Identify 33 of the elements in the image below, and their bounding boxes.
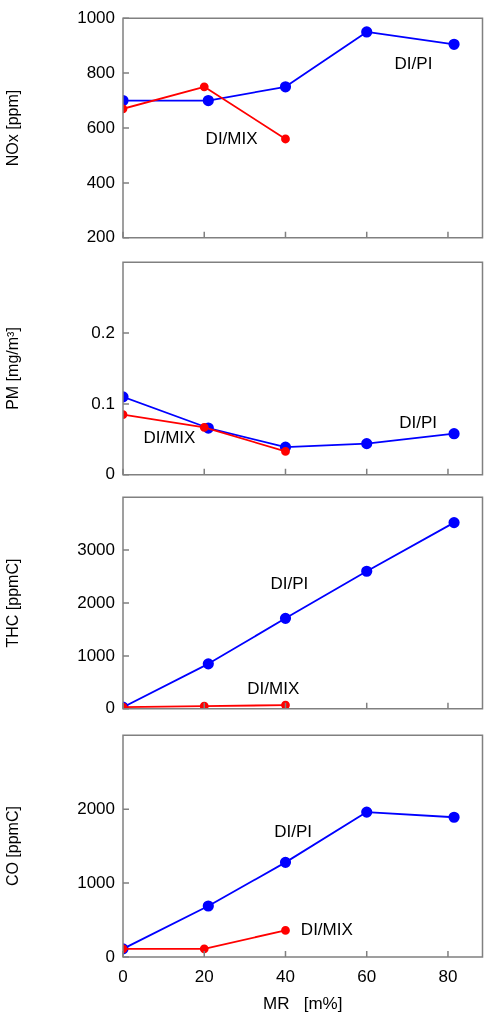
y-axis-title: CO [ppmC] (4, 806, 22, 887)
series-label: DI/PI (270, 573, 309, 593)
series-label: DI/MIX (205, 128, 258, 148)
y-axis-title: THC [ppmC] (4, 558, 22, 648)
y-axis-title: NOx [ppm] (4, 89, 22, 167)
y-tick-label: 600 (86, 117, 115, 137)
y-tick-label: 2000 (77, 592, 115, 612)
y-tick-label: 1000 (77, 872, 115, 892)
y-tick-label: 3000 (77, 539, 115, 559)
x-axis-title: MR [m%] (263, 994, 343, 1014)
y-tick-label: 400 (86, 172, 115, 192)
x-tick-label: 20 (194, 966, 214, 986)
series-label: DI/PI (394, 53, 433, 73)
series-label: DI/PI (274, 822, 312, 842)
y-tick-label: 800 (86, 62, 115, 82)
y-tick-label: 200 (86, 227, 115, 247)
series-label: DI/PI (399, 412, 438, 432)
x-tick-label: 0 (118, 966, 128, 986)
x-tick-label: 40 (276, 966, 295, 986)
y-tick-label: 0 (105, 946, 115, 966)
x-tick-label: 80 (438, 966, 458, 986)
y-tick-label: 0.1 (91, 393, 115, 413)
y-axis-title: PM [mg/m³] (4, 327, 22, 410)
series-label: DI/MIX (247, 679, 300, 699)
y-tick-label: 1000 (77, 7, 115, 27)
y-tick-label: 1000 (77, 645, 115, 665)
x-tick-label: 60 (357, 966, 377, 986)
y-tick-label: 2000 (77, 798, 115, 818)
y-tick-label: 0 (105, 464, 115, 484)
series-label: DI/MIX (300, 920, 353, 940)
y-tick-label: 0.2 (91, 322, 115, 342)
series-label: DI/MIX (143, 428, 196, 448)
y-tick-label: 0 (105, 698, 115, 718)
